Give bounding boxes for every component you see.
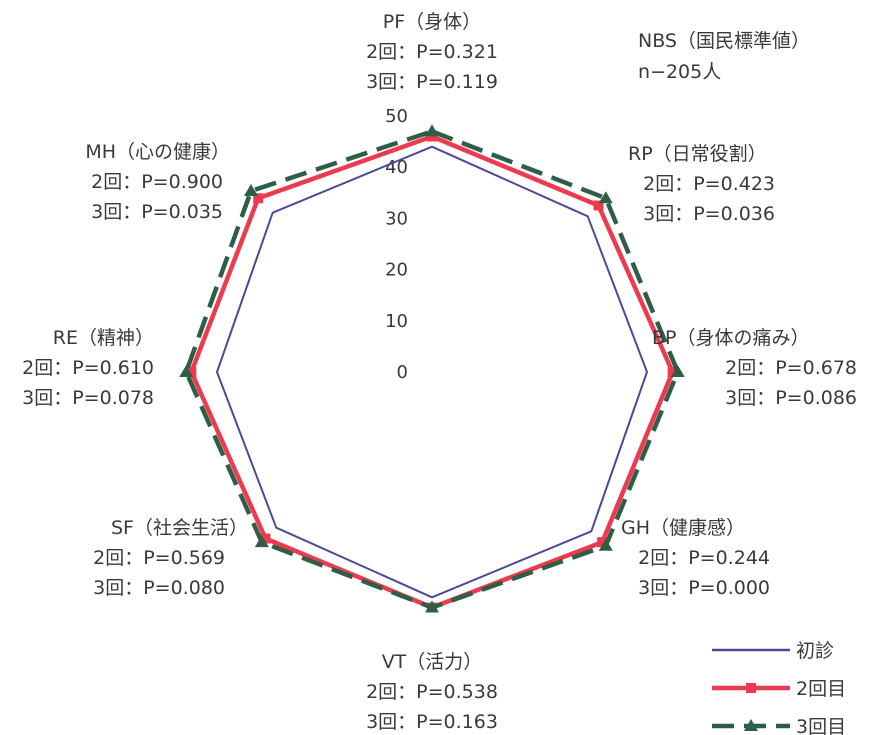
axis-name: PF（身体） xyxy=(383,11,481,33)
legend-label: 3回目 xyxy=(796,716,846,735)
tick-label: 20 xyxy=(385,260,408,281)
p-value-label: 2回：P=0.610 xyxy=(22,357,154,379)
axis-label-group: PF（身体） 2回：P=0.321 3回：P=0.119 xyxy=(366,11,498,93)
data-point xyxy=(243,183,258,196)
axis-label-group: VT（活力） 2回：P=0.538 3回：P=0.163 xyxy=(366,651,498,733)
axis-labels: PF（身体） 2回：P=0.321 3回：P=0.119 RP（日常役割） 2回：P=0… xyxy=(22,11,857,733)
axis-label-group: GH（健康感） 2回：P=0.244 3回：P=0.000 xyxy=(621,517,770,599)
axis-name: RE（精神） xyxy=(53,327,154,349)
p-value-label: 3回：P=0.000 xyxy=(638,577,770,599)
p-value-label: 2回：P=0.244 xyxy=(638,547,770,569)
axis-name: GH（健康感） xyxy=(621,517,745,539)
series-line xyxy=(216,145,648,599)
data-point xyxy=(260,533,271,544)
legend-marker xyxy=(744,719,758,731)
p-value-label: 3回：P=0.036 xyxy=(643,203,775,225)
data-point xyxy=(598,538,613,551)
data-point xyxy=(593,200,604,211)
sample-note: NBS（国民標準値） n−205人 xyxy=(638,30,810,83)
series-1 xyxy=(216,145,648,599)
axis-label-group: RP（日常役割） 2回：P=0.423 3回：P=0.036 xyxy=(628,143,775,225)
p-value-label: 3回：P=0.163 xyxy=(366,711,498,733)
axis-label-group: MH（心の健康） 2回：P=0.900 3回：P=0.035 xyxy=(85,141,230,223)
axis-name: MH（心の健康） xyxy=(85,141,230,163)
series-layer xyxy=(179,124,685,613)
legend-label: 2回目 xyxy=(796,678,846,700)
tick-label: 50 xyxy=(385,106,408,127)
axis-name: RP（日常役割） xyxy=(628,143,767,165)
note-line-1: NBS（国民標準値） xyxy=(638,30,810,52)
p-value-label: 2回：P=0.423 xyxy=(643,173,775,195)
radial-tick-labels: 0 10 20 30 40 50 xyxy=(385,106,408,383)
data-point xyxy=(254,535,269,548)
data-point xyxy=(667,367,678,377)
legend-item: 3回目 xyxy=(712,716,846,735)
p-value-label: 2回：P=0.538 xyxy=(366,681,498,703)
data-point xyxy=(425,124,439,137)
p-value-label: 3回：P=0.078 xyxy=(22,387,154,409)
axis-name: SF（社会生活） xyxy=(111,517,248,539)
p-value-label: 2回：P=0.569 xyxy=(93,547,225,569)
legend-label: 初診 xyxy=(796,640,834,662)
tick-label: 10 xyxy=(385,311,408,332)
axis-label-group: BP（身体の痛み） 2回：P=0.678 3回：P=0.086 xyxy=(652,327,857,409)
axis-label-group: RE（精神） 2回：P=0.610 3回：P=0.078 xyxy=(22,327,154,409)
axis-name: VT（活力） xyxy=(382,651,483,673)
data-point xyxy=(598,191,613,204)
p-value-label: 2回：P=0.321 xyxy=(366,41,498,63)
legend-item: 初診 xyxy=(712,640,834,662)
axis-label-group: SF（社会生活） 2回：P=0.569 3回：P=0.080 xyxy=(93,517,248,599)
p-value-label: 3回：P=0.119 xyxy=(366,71,498,93)
p-value-label: 2回：P=0.900 xyxy=(91,171,223,193)
legend: 初診 2回目 3回目 xyxy=(712,640,846,735)
p-value-label: 3回：P=0.035 xyxy=(91,201,223,223)
data-point xyxy=(670,365,685,377)
note-line-2: n−205人 xyxy=(638,61,721,83)
data-point xyxy=(179,365,194,377)
tick-label: 0 xyxy=(397,362,408,383)
legend-marker xyxy=(746,683,756,693)
legend-item: 2回目 xyxy=(712,678,846,700)
series-3 xyxy=(179,124,685,613)
data-point xyxy=(186,367,197,377)
p-value-label: 3回：P=0.080 xyxy=(93,577,225,599)
data-point xyxy=(597,537,608,548)
tick-label: 30 xyxy=(385,208,408,229)
tick-label: 40 xyxy=(385,157,408,178)
p-value-label: 3回：P=0.086 xyxy=(725,387,857,409)
axis-name: BP（身体の痛み） xyxy=(652,327,810,349)
data-point xyxy=(425,600,439,613)
data-point xyxy=(427,131,437,142)
p-value-label: 2回：P=0.678 xyxy=(725,357,857,379)
data-point xyxy=(253,193,264,204)
